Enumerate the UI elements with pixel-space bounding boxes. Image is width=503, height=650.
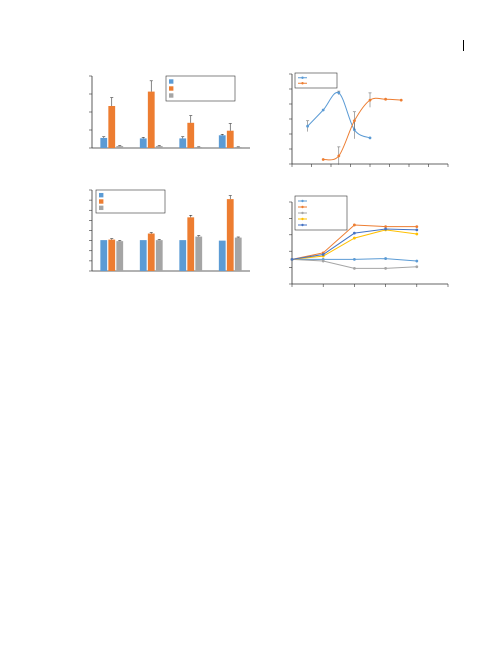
- bar-0-s0-c1: [139, 138, 147, 148]
- point-3-s4-p2: [353, 231, 356, 235]
- point-3-s0-p2: [353, 258, 356, 261]
- bar-2-s1-c1: [147, 233, 155, 271]
- point-3-s2-p2: [353, 267, 356, 270]
- point-1-s0-p2: [337, 91, 341, 95]
- point-3-s2-p4: [415, 265, 419, 269]
- legend-swatch-2-0: [99, 192, 104, 198]
- legend-0: [165, 75, 236, 102]
- legend-marker-1-1: [301, 82, 304, 85]
- bar-2-s2-c3: [234, 237, 242, 271]
- bar-0-s0-c2: [179, 138, 187, 148]
- point-3-s3-p2: [353, 236, 356, 240]
- line-1-s0: [307, 91, 371, 139]
- bar-2-s1-c3: [226, 199, 234, 271]
- page-edge-mark: [463, 40, 464, 51]
- point-3-s3-p4: [415, 232, 419, 236]
- bar-2-s2-c1: [155, 240, 163, 271]
- point-3-s1-p4: [415, 225, 419, 228]
- point-3-s2-p1: [321, 259, 325, 263]
- legend-marker-3-0: [301, 199, 304, 203]
- legend-swatch-2-1: [99, 199, 104, 204]
- legend-1: [294, 72, 338, 89]
- point-1-s1-p2: [353, 119, 356, 123]
- bar-2-s0-c3: [218, 240, 226, 271]
- legend-swatch-0-2: [169, 93, 174, 98]
- point-1-s1-p3: [368, 98, 372, 102]
- bar-2-s1-c2: [187, 217, 195, 271]
- point-3-s1-p3: [384, 225, 387, 228]
- bar-0-s1-c1: [147, 91, 155, 148]
- point-3-s0-p4: [415, 259, 419, 263]
- legend-swatch-0-0: [169, 79, 174, 84]
- point-1-s0-p1: [321, 108, 325, 112]
- point-3-s1-p2: [353, 223, 356, 227]
- point-1-s0-p4: [368, 136, 372, 140]
- legend-marker-3-4: [301, 223, 304, 227]
- bar-2-s0-c0: [100, 240, 108, 271]
- point-3-s4-p3: [384, 227, 387, 231]
- bar-2-s0-c2: [179, 240, 187, 271]
- point-3-s4-p4: [415, 228, 419, 232]
- point-1-s0-p0: [306, 124, 309, 128]
- chart-c-bar: [89, 189, 250, 272]
- point-1-s1-p1: [337, 154, 341, 158]
- bar-2-s0-c1: [139, 240, 147, 271]
- bar-2-s2-c0: [116, 241, 124, 271]
- bar-0-s2-c1: [155, 146, 163, 148]
- chart-d-line: [289, 195, 449, 287]
- bar-0-s1-c3: [226, 130, 234, 148]
- line-1-s1: [323, 97, 402, 161]
- chart-a-bar: [89, 75, 250, 149]
- point-3-s0-p3: [384, 257, 387, 260]
- legend-swatch-0-1: [169, 86, 174, 91]
- bar-0-s1-c0: [108, 106, 116, 148]
- legend-2: [95, 189, 166, 214]
- bar-2-s1-c0: [108, 239, 116, 271]
- legend-swatch-2-2: [99, 205, 104, 211]
- point-3-s4-p0: [290, 258, 294, 261]
- point-1-s1-p5: [399, 98, 403, 102]
- bar-0-s2-c3: [234, 147, 242, 148]
- bar-0-s0-c3: [218, 135, 226, 148]
- point-3-s4-p1: [321, 253, 325, 256]
- bar-0-s1-c2: [187, 122, 195, 148]
- chart-b-line: [289, 72, 449, 167]
- bar-0-s2-c2: [195, 147, 203, 148]
- bar-2-s2-c2: [195, 236, 203, 271]
- legend-marker-3-2: [301, 211, 304, 215]
- point-3-s2-p3: [384, 267, 387, 270]
- bar-0-s0-c0: [100, 137, 108, 148]
- legend-marker-3-3: [301, 217, 304, 221]
- legend-marker-1-0: [301, 76, 304, 79]
- legend-marker-3-1: [301, 205, 304, 209]
- point-1-s1-p0: [321, 158, 325, 161]
- point-1-s1-p4: [384, 97, 387, 101]
- bar-0-s2-c0: [116, 146, 124, 148]
